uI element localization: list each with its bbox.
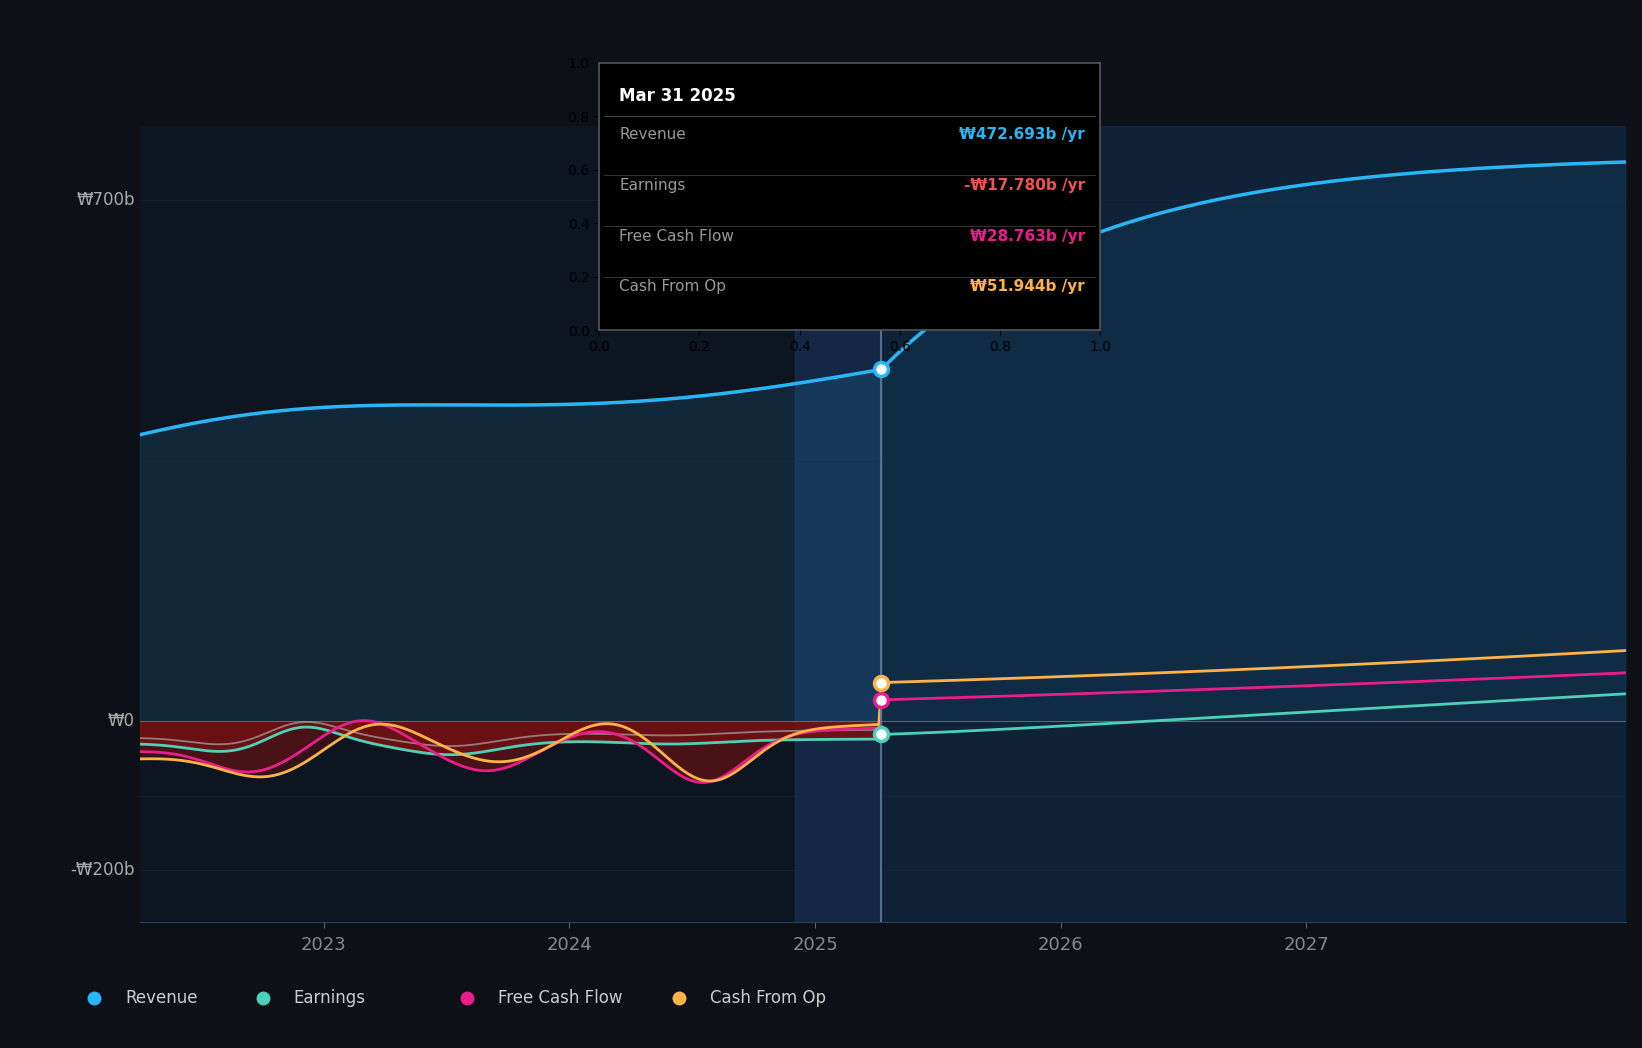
Text: ₩51.944b /yr: ₩51.944b /yr [970,280,1085,294]
Text: Free Cash Flow: Free Cash Flow [498,989,622,1007]
Bar [882,126,1626,922]
Text: -₩17.780b /yr: -₩17.780b /yr [964,178,1085,193]
Text: Free Cash Flow: Free Cash Flow [619,228,734,243]
Text: Analysts Forecasts: Analysts Forecasts [897,168,1064,185]
Text: ₩700b: ₩700b [76,191,135,210]
Bar [795,126,882,922]
Text: Cash From Op: Cash From Op [711,989,826,1007]
Text: Earnings: Earnings [619,178,686,193]
Bar [140,126,882,922]
Text: Past: Past [834,168,872,185]
Text: ₩0: ₩0 [108,713,135,730]
Text: Revenue: Revenue [619,127,686,143]
Text: Cash From Op: Cash From Op [619,280,726,294]
Text: ₩472.693b /yr: ₩472.693b /yr [959,127,1085,143]
Text: Earnings: Earnings [294,989,366,1007]
Text: Revenue: Revenue [125,989,197,1007]
Text: ₩28.763b /yr: ₩28.763b /yr [970,228,1085,243]
Text: -₩200b: -₩200b [71,861,135,879]
Text: Mar 31 2025: Mar 31 2025 [619,87,736,105]
